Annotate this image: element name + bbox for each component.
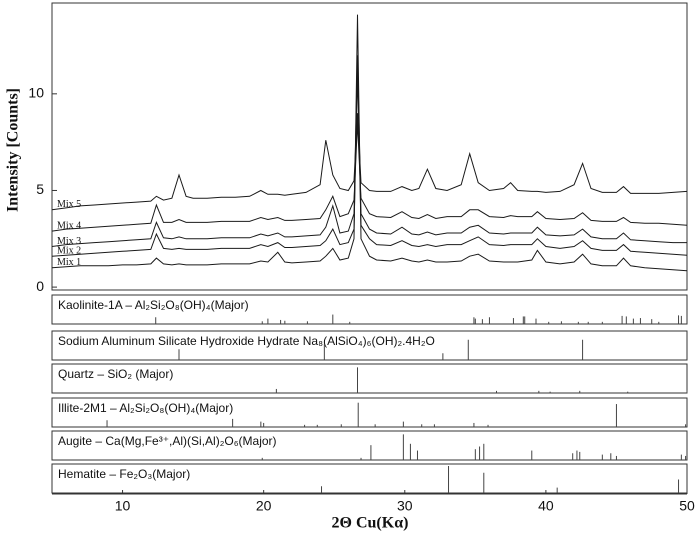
x-tick-label: 20 (256, 498, 272, 514)
reference-label: Augite – Ca(Mg,Fe³⁺,Al)(Si,Al)₂O₆(Major) (58, 434, 277, 448)
reference-panel (51, 463, 688, 494)
series-label: Mix 1 (57, 257, 81, 268)
x-tick-label: 40 (538, 498, 554, 514)
reference-label: Hematite – Fe₂O₃(Major) (58, 467, 190, 481)
x-axis-label: 2Θ Cu(Kα) (332, 515, 409, 532)
reference-panel (51, 294, 688, 325)
reference-panel (51, 363, 688, 394)
series-line (51, 14, 688, 272)
series-label: Mix 2 (57, 245, 81, 256)
x-tick-label: 30 (397, 498, 413, 514)
series-line (51, 113, 688, 211)
series-label: Mix 5 (57, 199, 81, 210)
series-label: Mix 3 (57, 236, 81, 247)
reference-panel (51, 397, 688, 428)
x-tick-label: 10 (115, 498, 131, 514)
reference-panel (51, 430, 688, 461)
reference-label: Quartz – SiO₂ (Major) (58, 367, 173, 381)
reference-label: Illite-2M1 – Al₂Si₂O₈(OH)₄(Major) (58, 401, 233, 415)
plot-frame (51, 2, 688, 291)
series-line (51, 74, 688, 257)
reference-label: Sodium Aluminum Silicate Hydroxide Hydra… (58, 334, 435, 348)
y-tick-label: 10 (28, 85, 44, 101)
series-line (51, 55, 687, 247)
series-line (51, 122, 688, 232)
series-label: Mix 4 (57, 220, 81, 231)
y-axis-label: Intensity [Counts] (5, 88, 22, 212)
reference-panel (51, 330, 688, 361)
x-tick-label: 50 (679, 498, 695, 514)
reference-label: Kaolinite-1A – Al₂Si₂O₈(OH)₄(Major) (58, 298, 249, 312)
y-tick-label: 5 (36, 181, 44, 197)
y-tick-label: 0 (36, 278, 44, 294)
